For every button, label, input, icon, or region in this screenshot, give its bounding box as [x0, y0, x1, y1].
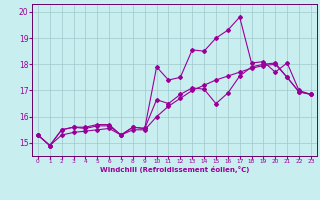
X-axis label: Windchill (Refroidissement éolien,°C): Windchill (Refroidissement éolien,°C): [100, 166, 249, 173]
